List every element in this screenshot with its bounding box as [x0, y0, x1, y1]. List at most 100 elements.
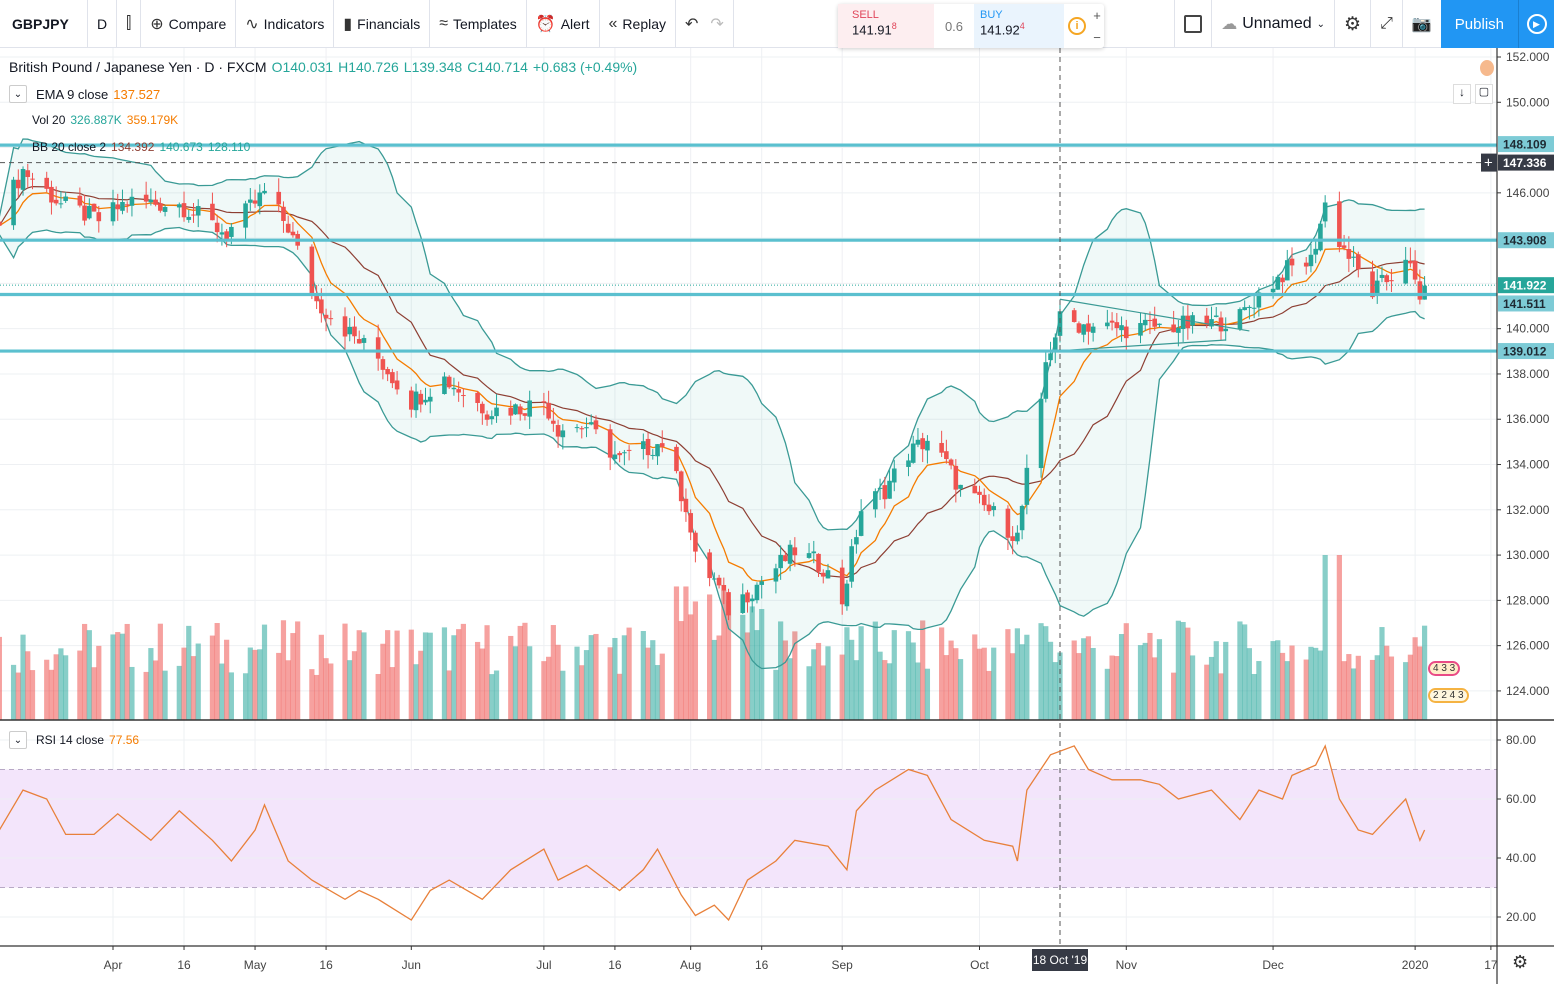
symbol-search[interactable]: GBPJPY	[0, 0, 88, 48]
candle	[683, 488, 689, 522]
candle-body	[390, 372, 395, 384]
volume-bar	[247, 647, 253, 720]
candle	[726, 588, 731, 621]
scroll-down-icon[interactable]: ↓	[1453, 84, 1471, 104]
plus-icon[interactable]: +	[1093, 7, 1101, 23]
candle-body	[1251, 307, 1257, 309]
volume-bar	[385, 630, 391, 720]
candle-body	[30, 178, 35, 180]
volume-bar	[1313, 647, 1319, 720]
collapse-rsi-icon[interactable]: ⌄	[9, 731, 27, 749]
candle-body	[162, 206, 168, 212]
info-button[interactable]: i	[1064, 4, 1090, 48]
candle	[1403, 246, 1408, 285]
vol-label: Vol 20	[32, 113, 66, 127]
fullscreen-button[interactable]: ⤢	[1370, 0, 1402, 48]
ema-legend[interactable]: ⌄ EMA 9 close 137.527	[9, 85, 160, 103]
candle	[158, 197, 163, 213]
compare-button[interactable]: ⊕ Compare	[141, 0, 237, 48]
candle	[494, 394, 499, 423]
candle-body	[484, 414, 490, 420]
events-marker-top[interactable]: 4 3 3	[1428, 661, 1461, 676]
candle	[740, 583, 746, 615]
volume-bar	[820, 665, 826, 720]
candle-body	[1341, 245, 1347, 248]
volume-bar	[1175, 620, 1181, 720]
rsi-tick-label: 20.00	[1506, 910, 1536, 924]
volume-bar	[186, 625, 192, 720]
templates-icon: ≈	[439, 14, 448, 32]
candle-body	[352, 326, 357, 337]
publish-button[interactable]: Publish	[1440, 0, 1518, 48]
events-marker-bottom[interactable]: 2 2 4 3	[1428, 688, 1469, 703]
volume-bar	[560, 670, 566, 720]
financials-label: Financials	[357, 15, 421, 32]
fullscreen-toggle-button[interactable]	[1174, 0, 1211, 48]
candle	[44, 171, 50, 193]
minus-icon[interactable]: −	[1093, 29, 1101, 45]
chart-style-button[interactable]: ⫿	[117, 0, 142, 48]
sell-button[interactable]: SELL 141.918	[838, 4, 934, 48]
candle	[849, 539, 854, 588]
vol-legend[interactable]: Vol 20 326.887K 359.179K	[32, 113, 178, 127]
bb-legend[interactable]: BB 20 close 2 134.392 140.673 128.110	[32, 140, 250, 154]
volume-bar	[541, 661, 547, 720]
financials-button[interactable]: ▮ Financials	[334, 0, 431, 48]
candle-body	[655, 444, 660, 457]
candle	[413, 383, 419, 418]
templates-button[interactable]: ≈ Templates	[430, 0, 527, 48]
auto-scale-icon[interactable]: ▢	[1475, 84, 1493, 104]
candle-body	[1114, 322, 1120, 329]
time-tick-label: 16	[177, 958, 191, 972]
volume-bar	[460, 623, 466, 720]
candle-body	[44, 177, 50, 189]
price-tick-label: 136.000	[1506, 412, 1550, 426]
candle	[456, 381, 461, 402]
volume-bar	[593, 633, 599, 720]
volume-bar	[1355, 655, 1361, 720]
gear-icon[interactable]: ⚙	[1512, 952, 1529, 972]
volume-bar	[953, 648, 959, 720]
candle-body	[854, 537, 859, 545]
notification-dot-icon[interactable]	[1480, 60, 1494, 76]
candle	[508, 400, 514, 425]
volume-bar	[162, 670, 168, 720]
layout-menu[interactable]: ☁ Unnamed ⌄	[1211, 0, 1334, 48]
snapshot-button[interactable]: 📷	[1401, 0, 1441, 48]
rsi-legend[interactable]: ⌄ RSI 14 close 77.56	[9, 731, 139, 749]
time-tick-label: 16	[319, 958, 333, 972]
candle-body	[1086, 323, 1091, 332]
candle	[124, 201, 130, 213]
interval-button[interactable]: D	[88, 0, 118, 48]
replay-button[interactable]: «Replay	[600, 0, 677, 48]
time-tick-label: 17	[1484, 958, 1498, 972]
candle	[11, 176, 16, 230]
candle	[588, 414, 594, 426]
quantity-stepper[interactable]: + −	[1090, 4, 1104, 48]
time-tick-label: Oct	[970, 958, 989, 972]
publish-menu-button[interactable]: ▶	[1518, 0, 1554, 48]
volume-bar	[86, 630, 92, 720]
collapse-legend-icon[interactable]: ⌄	[9, 85, 27, 103]
volume-bar	[228, 672, 234, 720]
volume-bar	[493, 670, 500, 720]
candle-body	[617, 452, 622, 456]
candle	[1010, 526, 1015, 555]
candle-body	[882, 485, 888, 500]
volume-bar	[15, 672, 21, 720]
volume-bar	[508, 635, 514, 720]
redo-icon[interactable]: ↷	[710, 15, 724, 33]
indicators-button[interactable]: ∿ Indicators	[236, 0, 335, 48]
volume-bar	[389, 667, 395, 720]
candle-body	[356, 339, 362, 344]
alert-button[interactable]: ⏰ Alert	[527, 0, 600, 48]
undo-icon[interactable]: ↶	[685, 15, 699, 33]
candle-body	[262, 190, 267, 194]
buy-button[interactable]: BUY 141.924	[974, 4, 1064, 48]
settings-button[interactable]: ⚙	[1334, 0, 1370, 48]
candle-body	[1213, 315, 1219, 317]
volume-bar	[1317, 650, 1324, 720]
volume-bar	[711, 639, 717, 720]
candle-body	[787, 544, 793, 564]
